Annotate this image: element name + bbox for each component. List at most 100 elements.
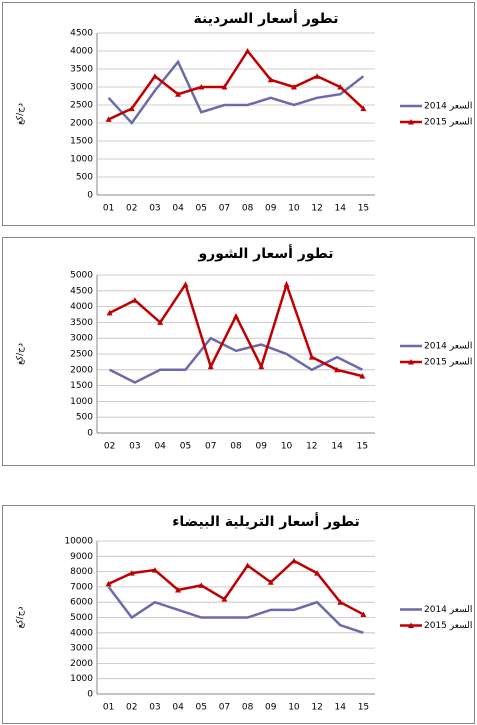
point-marker xyxy=(128,105,135,112)
y-tick-label: 3000 xyxy=(70,644,93,654)
y-tick-label: 1000 xyxy=(70,155,93,165)
point-marker xyxy=(359,373,366,379)
legend-label: السعر 2014 xyxy=(424,605,472,615)
x-tick-label: 01 xyxy=(103,204,114,214)
y-tick-label: 10000 xyxy=(64,537,93,547)
y-tick-label: 2000 xyxy=(70,659,93,669)
y-tick-label: 3500 xyxy=(70,318,93,328)
point-marker xyxy=(244,562,251,568)
point-marker xyxy=(157,319,164,325)
point-marker xyxy=(290,84,297,90)
y-tick-label: 7000 xyxy=(70,582,93,592)
x-tick-label: 02 xyxy=(104,442,115,452)
x-tick-label: 14 xyxy=(335,703,347,713)
y-tick-label: 1500 xyxy=(70,137,93,147)
chart-title: تطور أسعار الشورو xyxy=(197,244,333,262)
x-tick-label: 15 xyxy=(358,703,369,713)
legend-label: السعر 2015 xyxy=(424,621,472,631)
chart-title: تطور أسعار السردينة xyxy=(194,9,339,27)
x-tick-label: 01 xyxy=(103,703,114,713)
legend-marker xyxy=(408,622,414,628)
x-tick-label: 08 xyxy=(242,703,254,713)
point-marker xyxy=(128,570,135,576)
legend-label: السعر 2014 xyxy=(424,342,472,352)
x-tick-label: 03 xyxy=(129,442,140,452)
point-marker xyxy=(267,76,274,83)
chart-title: تطور أسعار التريلية البيضاء xyxy=(172,512,360,530)
y-tick-label: 4500 xyxy=(70,29,93,39)
y-tick-label: 0 xyxy=(87,690,93,700)
point-marker xyxy=(105,580,112,587)
point-marker xyxy=(151,567,158,573)
x-tick-label: 09 xyxy=(256,442,268,452)
point-marker xyxy=(105,116,112,122)
x-tick-label: 05 xyxy=(180,442,191,452)
point-marker xyxy=(151,73,158,79)
chart-frame xyxy=(2,237,475,466)
legend-label: السعر 2015 xyxy=(424,358,472,368)
x-tick-label: 09 xyxy=(265,204,277,214)
x-tick-label: 05 xyxy=(196,204,207,214)
point-marker xyxy=(337,84,344,90)
point-marker xyxy=(314,570,321,576)
y-tick-label: 0 xyxy=(87,429,93,439)
y-tick-label: 500 xyxy=(76,173,93,183)
x-tick-label: 09 xyxy=(265,703,277,713)
x-tick-label: 04 xyxy=(172,204,184,214)
point-marker xyxy=(283,281,290,287)
x-tick-label: 07 xyxy=(205,442,216,452)
y-tick-label: 8000 xyxy=(70,567,93,577)
point-marker xyxy=(314,73,321,79)
x-tick-label: 07 xyxy=(219,204,230,214)
y-tick-label: 1000 xyxy=(70,674,93,684)
x-tick-label: 02 xyxy=(126,703,137,713)
y-tick-label: 4000 xyxy=(70,628,93,638)
y-axis-label: دج/كغ xyxy=(16,103,26,125)
y-tick-label: 2000 xyxy=(70,119,93,129)
point-marker xyxy=(131,297,138,303)
series-line xyxy=(107,59,365,125)
point-marker xyxy=(182,281,189,287)
x-tick-label: 14 xyxy=(335,204,347,214)
point-marker xyxy=(360,105,367,112)
x-tick-label: 04 xyxy=(172,703,184,713)
point-marker xyxy=(221,84,228,90)
y-tick-label: 9000 xyxy=(70,552,93,562)
point-marker xyxy=(175,91,182,97)
y-tick-label: 2000 xyxy=(70,365,93,375)
y-tick-label: 0 xyxy=(87,191,93,201)
point-marker xyxy=(337,599,344,605)
y-tick-label: 5000 xyxy=(70,271,93,281)
x-tick-label: 03 xyxy=(149,703,160,713)
point-marker xyxy=(106,309,113,316)
x-tick-label: 12 xyxy=(306,442,317,452)
x-tick-label: 04 xyxy=(154,442,166,452)
point-marker xyxy=(258,363,265,370)
point-marker xyxy=(334,366,341,373)
x-tick-label: 10 xyxy=(281,442,293,452)
legend-label: السعر 2014 xyxy=(424,102,472,112)
y-axis-label: دج/كغ xyxy=(16,607,26,629)
point-marker xyxy=(198,84,205,90)
legend-marker xyxy=(408,359,414,365)
y-tick-label: 3000 xyxy=(70,83,93,93)
y-tick-label: 5000 xyxy=(70,613,93,623)
chart-frame xyxy=(2,505,475,724)
point-marker xyxy=(198,582,205,588)
point-marker xyxy=(233,313,239,319)
y-tick-label: 2500 xyxy=(70,101,93,111)
x-tick-label: 03 xyxy=(149,204,160,214)
y-tick-label: 4500 xyxy=(70,286,93,296)
point-marker xyxy=(207,363,214,370)
series-line xyxy=(108,559,365,616)
y-tick-label: 6000 xyxy=(70,598,93,608)
point-marker xyxy=(221,596,228,602)
y-tick-label: 2500 xyxy=(70,350,93,360)
x-tick-label: 07 xyxy=(219,703,230,713)
y-tick-label: 3000 xyxy=(70,334,93,344)
series-line xyxy=(109,280,363,378)
chart-frame xyxy=(2,2,475,226)
y-axis-label: دج/كغ xyxy=(16,343,26,365)
point-marker xyxy=(267,579,274,585)
